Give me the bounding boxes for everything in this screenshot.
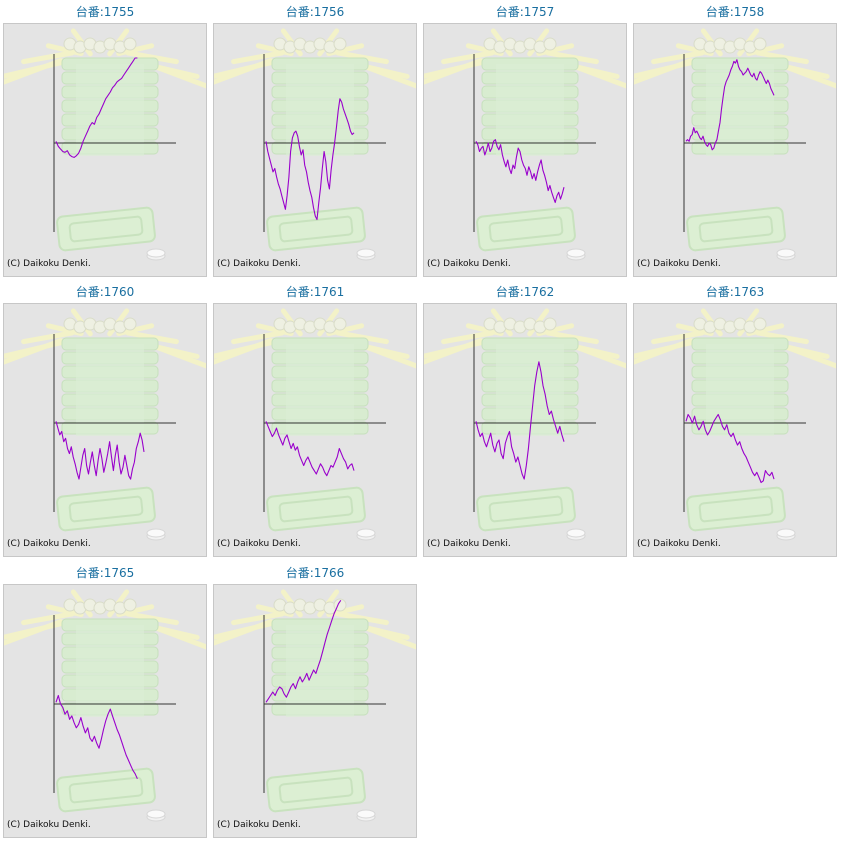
pachinko-machine-illustration: [424, 28, 626, 261]
slump-graph[interactable]: (C) Daikoku Denki.: [213, 303, 417, 557]
slump-graph-svg: [634, 308, 836, 541]
machine-number-link[interactable]: 台番:1763: [705, 285, 765, 299]
pachinko-machine-illustration: [634, 28, 836, 261]
machine-number-link[interactable]: 台番:1756: [285, 5, 345, 19]
slump-graph-svg: [214, 589, 416, 822]
slump-graph[interactable]: (C) Daikoku Denki.: [633, 23, 837, 277]
slump-graph-svg: [4, 589, 206, 822]
machine-card: 台番:1755 (C) Daikoku Denki.: [0, 0, 210, 277]
pachinko-machine-illustration: [424, 308, 626, 541]
machine-number-link[interactable]: 台番:1762: [495, 285, 555, 299]
pachinko-machine-illustration: [214, 28, 416, 261]
machine-number-link[interactable]: 台番:1766: [285, 566, 345, 580]
slump-graph-svg: [4, 308, 206, 541]
copyright-text: (C) Daikoku Denki.: [427, 259, 511, 269]
machine-card: 台番:1766 (C) Daikoku Denki.: [210, 561, 420, 838]
slump-line: [265, 599, 342, 703]
machine-card: 台番:1761 (C) Daikoku Denki.: [210, 280, 420, 557]
machine-number-link[interactable]: 台番:1765: [75, 566, 135, 580]
slump-graph-svg: [634, 28, 836, 261]
machine-card: 台番:1762 (C) Daikoku Denki.: [420, 280, 630, 557]
pachinko-machine-illustration: [4, 28, 206, 261]
copyright-text: (C) Daikoku Denki.: [217, 259, 301, 269]
slump-graph[interactable]: (C) Daikoku Denki.: [3, 23, 207, 277]
slump-line: [265, 98, 355, 221]
machine-number-link[interactable]: 台番:1760: [75, 285, 135, 299]
slump-line: [55, 421, 145, 480]
slump-graph[interactable]: (C) Daikoku Denki.: [213, 23, 417, 277]
machine-card: 台番:1763 (C) Daikoku Denki.: [630, 280, 840, 557]
slump-line: [265, 421, 355, 477]
slump-graph-svg: [424, 28, 626, 261]
slump-graph-svg: [424, 308, 626, 541]
slump-line: [55, 694, 138, 780]
pachinko-machine-illustration: [634, 308, 836, 541]
slump-graph[interactable]: (C) Daikoku Denki.: [423, 303, 627, 557]
slump-line: [685, 413, 775, 484]
slump-graph[interactable]: (C) Daikoku Denki.: [3, 584, 207, 838]
slump-graph-svg: [214, 308, 416, 541]
machine-card: 台番:1760 (C) Daikoku Denki.: [0, 280, 210, 557]
copyright-text: (C) Daikoku Denki.: [427, 539, 511, 549]
machine-number-link[interactable]: 台番:1758: [705, 5, 765, 19]
copyright-text: (C) Daikoku Denki.: [217, 539, 301, 549]
pachinko-machine-illustration: [214, 589, 416, 822]
machine-number-link[interactable]: 台番:1761: [285, 285, 345, 299]
slump-graph[interactable]: (C) Daikoku Denki.: [213, 584, 417, 838]
slump-graph-svg: [214, 28, 416, 261]
copyright-text: (C) Daikoku Denki.: [7, 259, 91, 269]
pachinko-machine-illustration: [4, 589, 206, 822]
slump-graph-svg: [4, 28, 206, 261]
slump-graph[interactable]: (C) Daikoku Denki.: [423, 23, 627, 277]
machine-card: 台番:1757 (C) Daikoku Denki.: [420, 0, 630, 277]
machine-card: 台番:1765 (C) Daikoku Denki.: [0, 561, 210, 838]
pachinko-machine-illustration: [214, 308, 416, 541]
machine-number-link[interactable]: 台番:1755: [75, 5, 135, 19]
slump-line: [475, 139, 565, 204]
copyright-text: (C) Daikoku Denki.: [637, 259, 721, 269]
slump-line: [685, 59, 775, 151]
copyright-text: (C) Daikoku Denki.: [7, 539, 91, 549]
slump-graph[interactable]: (C) Daikoku Denki.: [633, 303, 837, 557]
machine-number-link[interactable]: 台番:1757: [495, 5, 555, 19]
slump-line: [55, 57, 138, 158]
copyright-text: (C) Daikoku Denki.: [637, 539, 721, 549]
copyright-text: (C) Daikoku Denki.: [217, 820, 301, 830]
machine-card: 台番:1758 (C) Daikoku Denki.: [630, 0, 840, 277]
pachinko-machine-illustration: [4, 308, 206, 541]
copyright-text: (C) Daikoku Denki.: [7, 820, 91, 830]
machine-card: 台番:1756 (C) Daikoku Denki.: [210, 0, 420, 277]
slump-line: [475, 361, 565, 480]
slump-graph[interactable]: (C) Daikoku Denki.: [3, 303, 207, 557]
